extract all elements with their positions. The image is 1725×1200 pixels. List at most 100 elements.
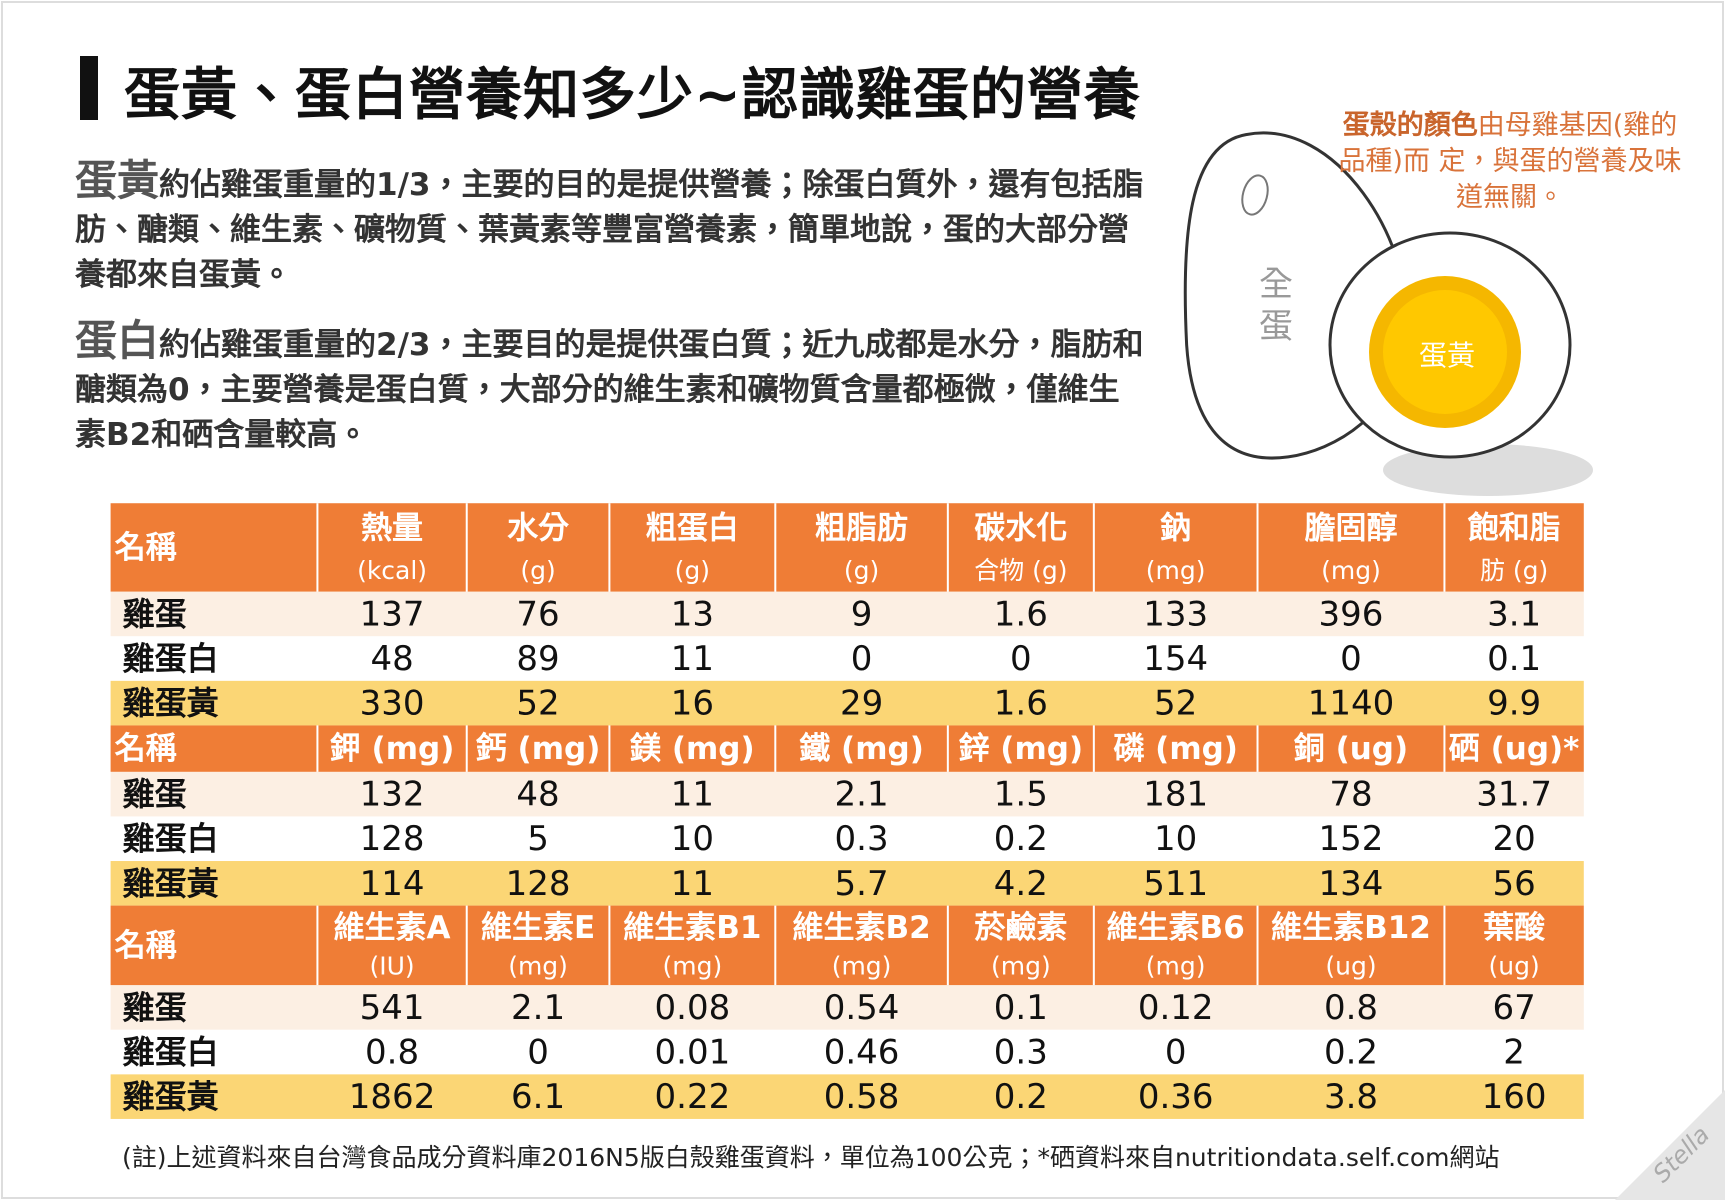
- table-cell: 0.01: [655, 1033, 731, 1073]
- header-cell: 銅 (ug): [1294, 731, 1408, 767]
- table-row: [110, 985, 1584, 1030]
- table-cell: 0.2: [1324, 1033, 1378, 1073]
- table-cell: 2.1: [835, 775, 889, 815]
- header-cell: (ug): [1325, 952, 1376, 981]
- row-name: 雞蛋: [122, 595, 187, 633]
- table-cell: 1862: [349, 1077, 436, 1117]
- table-cell: 10: [1154, 819, 1197, 859]
- header-cell: 維生素B2: [792, 910, 930, 946]
- table-cell: 6.1: [511, 1077, 565, 1117]
- table-cell: 0.58: [824, 1077, 900, 1117]
- header-cell: 維生素E: [481, 910, 595, 946]
- header-cell: (mg): [1321, 556, 1381, 585]
- table-cell: 0: [851, 639, 873, 679]
- table-cell: 396: [1319, 594, 1384, 634]
- table-cell: 78: [1329, 775, 1372, 815]
- paragraph: 蛋白約佔雞蛋重量的2/3，主要目的是提供蛋白質；近九成都是水分，脂肪和醣類為0，…: [75, 318, 1150, 458]
- header-cell: 名稱: [115, 928, 177, 964]
- table-cell: 0.3: [994, 1033, 1048, 1073]
- table-cell: 160: [1482, 1077, 1547, 1117]
- header-cell: (mg): [1146, 556, 1206, 585]
- shell-note: 蛋殼的顏色由母雞基因(雞的品種)而 定，與蛋的營養及味道無關。: [1335, 108, 1685, 216]
- table-cell: 0.12: [1138, 988, 1214, 1028]
- row-name: 雞蛋白: [122, 640, 219, 678]
- table-cell: 5: [527, 819, 549, 859]
- header-cell: 鋅 (mg): [959, 731, 1084, 767]
- header-row: [110, 503, 1584, 592]
- header-row: [110, 905, 1584, 986]
- table-cell: 5.7: [835, 864, 889, 904]
- header-cell: 粗蛋白: [646, 510, 739, 546]
- table-cell: 20: [1492, 819, 1535, 859]
- header-cell: 合物 (g): [974, 556, 1067, 585]
- header-cell: 鎂 (mg): [630, 731, 755, 767]
- table-cell: 152: [1319, 819, 1384, 859]
- table-cell: 0.1: [994, 988, 1048, 1028]
- egg-label: 蛋: [1259, 307, 1293, 347]
- table-cell: 10: [671, 819, 714, 859]
- table-cell: 9.9: [1487, 684, 1541, 724]
- table-row: [110, 771, 1584, 817]
- header-cell: 粗脂肪: [815, 510, 908, 546]
- page-curl: [1615, 1090, 1725, 1200]
- header-cell: 碳水化: [974, 510, 1067, 546]
- header-cell: 硒 (ug)*: [1449, 731, 1580, 767]
- header-cell: 鉀 (mg): [330, 731, 455, 767]
- table-cell: 2.1: [511, 988, 565, 1028]
- row-name: 雞蛋: [122, 775, 187, 813]
- table-row: [110, 1029, 1584, 1075]
- table-cell: 1.5: [994, 775, 1048, 815]
- table-cell: 1.6: [994, 684, 1048, 724]
- table-cell: 0.2: [994, 819, 1048, 859]
- header-cell: 熱量: [361, 510, 423, 546]
- table-cell: 0.08: [655, 988, 731, 1028]
- table-cell: 48: [370, 639, 413, 679]
- table-cell: 3.8: [1324, 1077, 1378, 1117]
- table-cell: 52: [1154, 684, 1197, 724]
- table-row: [110, 816, 1584, 862]
- paragraph: 蛋黃約佔雞蛋重量的1/3，主要的目的是提供營養；除蛋白質外，還有包括脂肪、醣類、…: [75, 158, 1150, 298]
- table-row: [110, 636, 1584, 681]
- table-row: [110, 591, 1584, 637]
- table-cell: 511: [1143, 864, 1208, 904]
- egg-label: 全: [1259, 265, 1293, 305]
- header-cell: 鈣 (mg): [476, 731, 601, 767]
- header-cell: 名稱: [115, 731, 177, 767]
- header-cell: 肪 (g): [1480, 556, 1548, 585]
- header-cell: (g): [675, 556, 710, 585]
- egg-highlight: [1241, 174, 1269, 216]
- yolk-inner: [1383, 290, 1507, 414]
- table-cell: 9: [851, 594, 873, 634]
- table-cell: 4.2: [994, 864, 1048, 904]
- table-cell: 154: [1143, 639, 1208, 679]
- table-cell: 0.54: [824, 988, 900, 1028]
- table-cell: 133: [1143, 594, 1208, 634]
- header-cell: 維生素A: [334, 910, 451, 946]
- table-cell: 0.36: [1138, 1077, 1214, 1117]
- table-cell: 132: [360, 775, 425, 815]
- yolk-label: 蛋黃: [1419, 339, 1475, 372]
- paragraph-lead: 蛋白: [75, 316, 160, 365]
- table-cell: 11: [671, 639, 714, 679]
- header-cell: (g): [844, 556, 879, 585]
- table-row: [110, 680, 1584, 726]
- header-row: [110, 725, 1584, 772]
- table-cell: 0.46: [824, 1033, 900, 1073]
- row-name: 雞蛋白: [122, 820, 219, 858]
- table-cell: 13: [671, 594, 714, 634]
- header-cell: (g): [520, 556, 555, 585]
- footnote: (註)上述資料來自台灣食品成分資料庫2016N5版白殼雞蛋資料，單位為100公克…: [122, 1143, 1500, 1172]
- header-cell: (kcal): [357, 556, 427, 585]
- table-cell: 31.7: [1476, 775, 1552, 815]
- row-name: 雞蛋白: [122, 1033, 219, 1071]
- header-cell: (IU): [369, 952, 414, 981]
- table-cell: 128: [506, 864, 571, 904]
- header-cell: (mg): [1146, 952, 1206, 981]
- row-name: 雞蛋黃: [122, 684, 219, 722]
- table-cell: 0.22: [655, 1077, 731, 1117]
- table-cell: 0.1: [1487, 639, 1541, 679]
- header-cell: 菸鹼素: [974, 910, 1067, 946]
- header-cell: 維生素B1: [623, 910, 761, 946]
